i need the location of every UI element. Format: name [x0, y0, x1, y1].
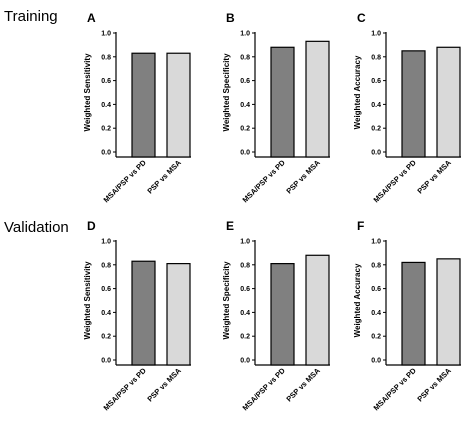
- panel-e: E Weighted Specificity 0.0 0.2 0.4 0.6 0.8 1.0 M…: [222, 219, 330, 412]
- category-label-b-0: MSA/PSP vs PD: [241, 158, 288, 205]
- ylabel-a: Weighted Sensitivity: [83, 53, 92, 132]
- ylabel-c: Weighted Accuracy: [353, 55, 362, 129]
- y-tick-label-d-4: 0.8: [101, 262, 111, 269]
- panel-f: F Weighted Accuracy 0.0 0.2 0.4 0.6 0.8 1.0 MSA/…: [353, 219, 461, 412]
- category-label-d-1: PSP vs MSA: [145, 366, 183, 404]
- panel-c: C Weighted Accuracy 0.0 0.2 0.4 0.6 0.8 1.0 MSA/…: [353, 11, 461, 204]
- y-tick-label-d-2: 0.4: [101, 310, 111, 317]
- y-tick-label-d-1: 0.2: [101, 334, 111, 341]
- y-tick-label-e-1: 0.2: [240, 334, 250, 341]
- y-tick-label-a-5: 1.0: [101, 31, 111, 38]
- panel-d: D Weighted Sensitivity 0.0 0.2 0.4 0.6 0.8 1.0 M…: [83, 219, 191, 412]
- ylabel-e: Weighted Specificity: [222, 261, 231, 340]
- bar-f-1: [436, 258, 461, 366]
- panels: A Weighted Sensitivity 0.0 0.2 0.4 0.6 0.8 1.0 M…: [83, 11, 461, 412]
- category-label-f-1: PSP vs MSA: [415, 366, 453, 404]
- y-tick-label-e-3: 0.6: [240, 286, 250, 293]
- bar-c-0: [401, 50, 426, 158]
- y-tick-label-c-4: 0.8: [371, 54, 381, 61]
- category-label-c-0: MSA/PSP vs PD: [372, 158, 419, 205]
- y-tick-label-b-0: 0.0: [240, 150, 250, 157]
- category-label-a-0: MSA/PSP vs PD: [102, 158, 149, 205]
- category-label-c-1: PSP vs MSA: [415, 158, 453, 196]
- y-tick-label-a-1: 0.2: [101, 126, 111, 133]
- y-tick-label-a-4: 0.8: [101, 54, 111, 61]
- bar-a-0: [131, 52, 156, 158]
- y-tick-label-b-3: 0.6: [240, 78, 250, 85]
- bar-d-1: [166, 263, 191, 366]
- y-tick-label-e-2: 0.4: [240, 310, 250, 317]
- ylabel-f: Weighted Accuracy: [353, 263, 362, 337]
- category-label-a-1: PSP vs MSA: [145, 158, 183, 196]
- panel-a: A Weighted Sensitivity 0.0 0.2 0.4 0.6 0.8 1.0 M…: [83, 11, 191, 204]
- y-tick-label-d-5: 1.0: [101, 239, 111, 246]
- y-tick-label-a-2: 0.4: [101, 102, 111, 109]
- y-tick-label-f-3: 0.6: [371, 286, 381, 293]
- category-label-e-1: PSP vs MSA: [284, 366, 322, 404]
- y-tick-label-f-5: 1.0: [371, 239, 381, 246]
- category-label-e-0: MSA/PSP vs PD: [241, 366, 288, 413]
- y-tick-label-f-1: 0.2: [371, 334, 381, 341]
- y-tick-label-c-0: 0.0: [371, 150, 381, 157]
- panel-b: B Weighted Specificity 0.0 0.2 0.4 0.6 0.8 1.0 M…: [222, 11, 330, 204]
- y-tick-label-c-1: 0.2: [371, 126, 381, 133]
- y-tick-label-c-5: 1.0: [371, 31, 381, 38]
- bar-b-0: [270, 46, 295, 158]
- y-tick-label-d-3: 0.6: [101, 286, 111, 293]
- y-tick-label-a-0: 0.0: [101, 150, 111, 157]
- row-label-validation: Validation: [4, 219, 69, 236]
- panel-letter-d: D: [87, 219, 96, 233]
- row-label-training: Training: [4, 8, 58, 25]
- category-label-f-0: MSA/PSP vs PD: [372, 366, 419, 413]
- y-tick-label-b-1: 0.2: [240, 126, 250, 133]
- y-tick-label-f-4: 0.8: [371, 262, 381, 269]
- bar-b-1: [305, 40, 330, 158]
- ylabel-b: Weighted Specificity: [222, 53, 231, 132]
- panel-letter-c: C: [357, 11, 366, 25]
- y-tick-label-d-0: 0.0: [101, 358, 111, 365]
- y-tick-label-c-2: 0.4: [371, 102, 381, 109]
- y-tick-label-b-2: 0.4: [240, 102, 250, 109]
- panel-letter-e: E: [226, 219, 234, 233]
- y-tick-label-e-5: 1.0: [240, 239, 250, 246]
- y-tick-label-f-2: 0.4: [371, 310, 381, 317]
- y-tick-label-f-0: 0.0: [371, 358, 381, 365]
- y-tick-label-a-3: 0.6: [101, 78, 111, 85]
- bar-f-0: [401, 261, 426, 366]
- y-tick-label-c-3: 0.6: [371, 78, 381, 85]
- panel-letter-f: F: [357, 219, 364, 233]
- bar-e-1: [305, 254, 330, 366]
- panel-letter-b: B: [226, 11, 235, 25]
- bar-d-0: [131, 260, 156, 366]
- bar-e-0: [270, 263, 295, 366]
- bar-c-1: [436, 46, 461, 158]
- y-tick-label-e-4: 0.8: [240, 262, 250, 269]
- y-tick-label-b-4: 0.8: [240, 54, 250, 61]
- bar-a-1: [166, 52, 191, 158]
- ylabel-d: Weighted Sensitivity: [83, 261, 92, 340]
- y-tick-label-e-0: 0.0: [240, 358, 250, 365]
- category-label-d-0: MSA/PSP vs PD: [102, 366, 149, 413]
- category-label-b-1: PSP vs MSA: [284, 158, 322, 196]
- y-tick-label-b-5: 1.0: [240, 31, 250, 38]
- panel-letter-a: A: [87, 11, 96, 25]
